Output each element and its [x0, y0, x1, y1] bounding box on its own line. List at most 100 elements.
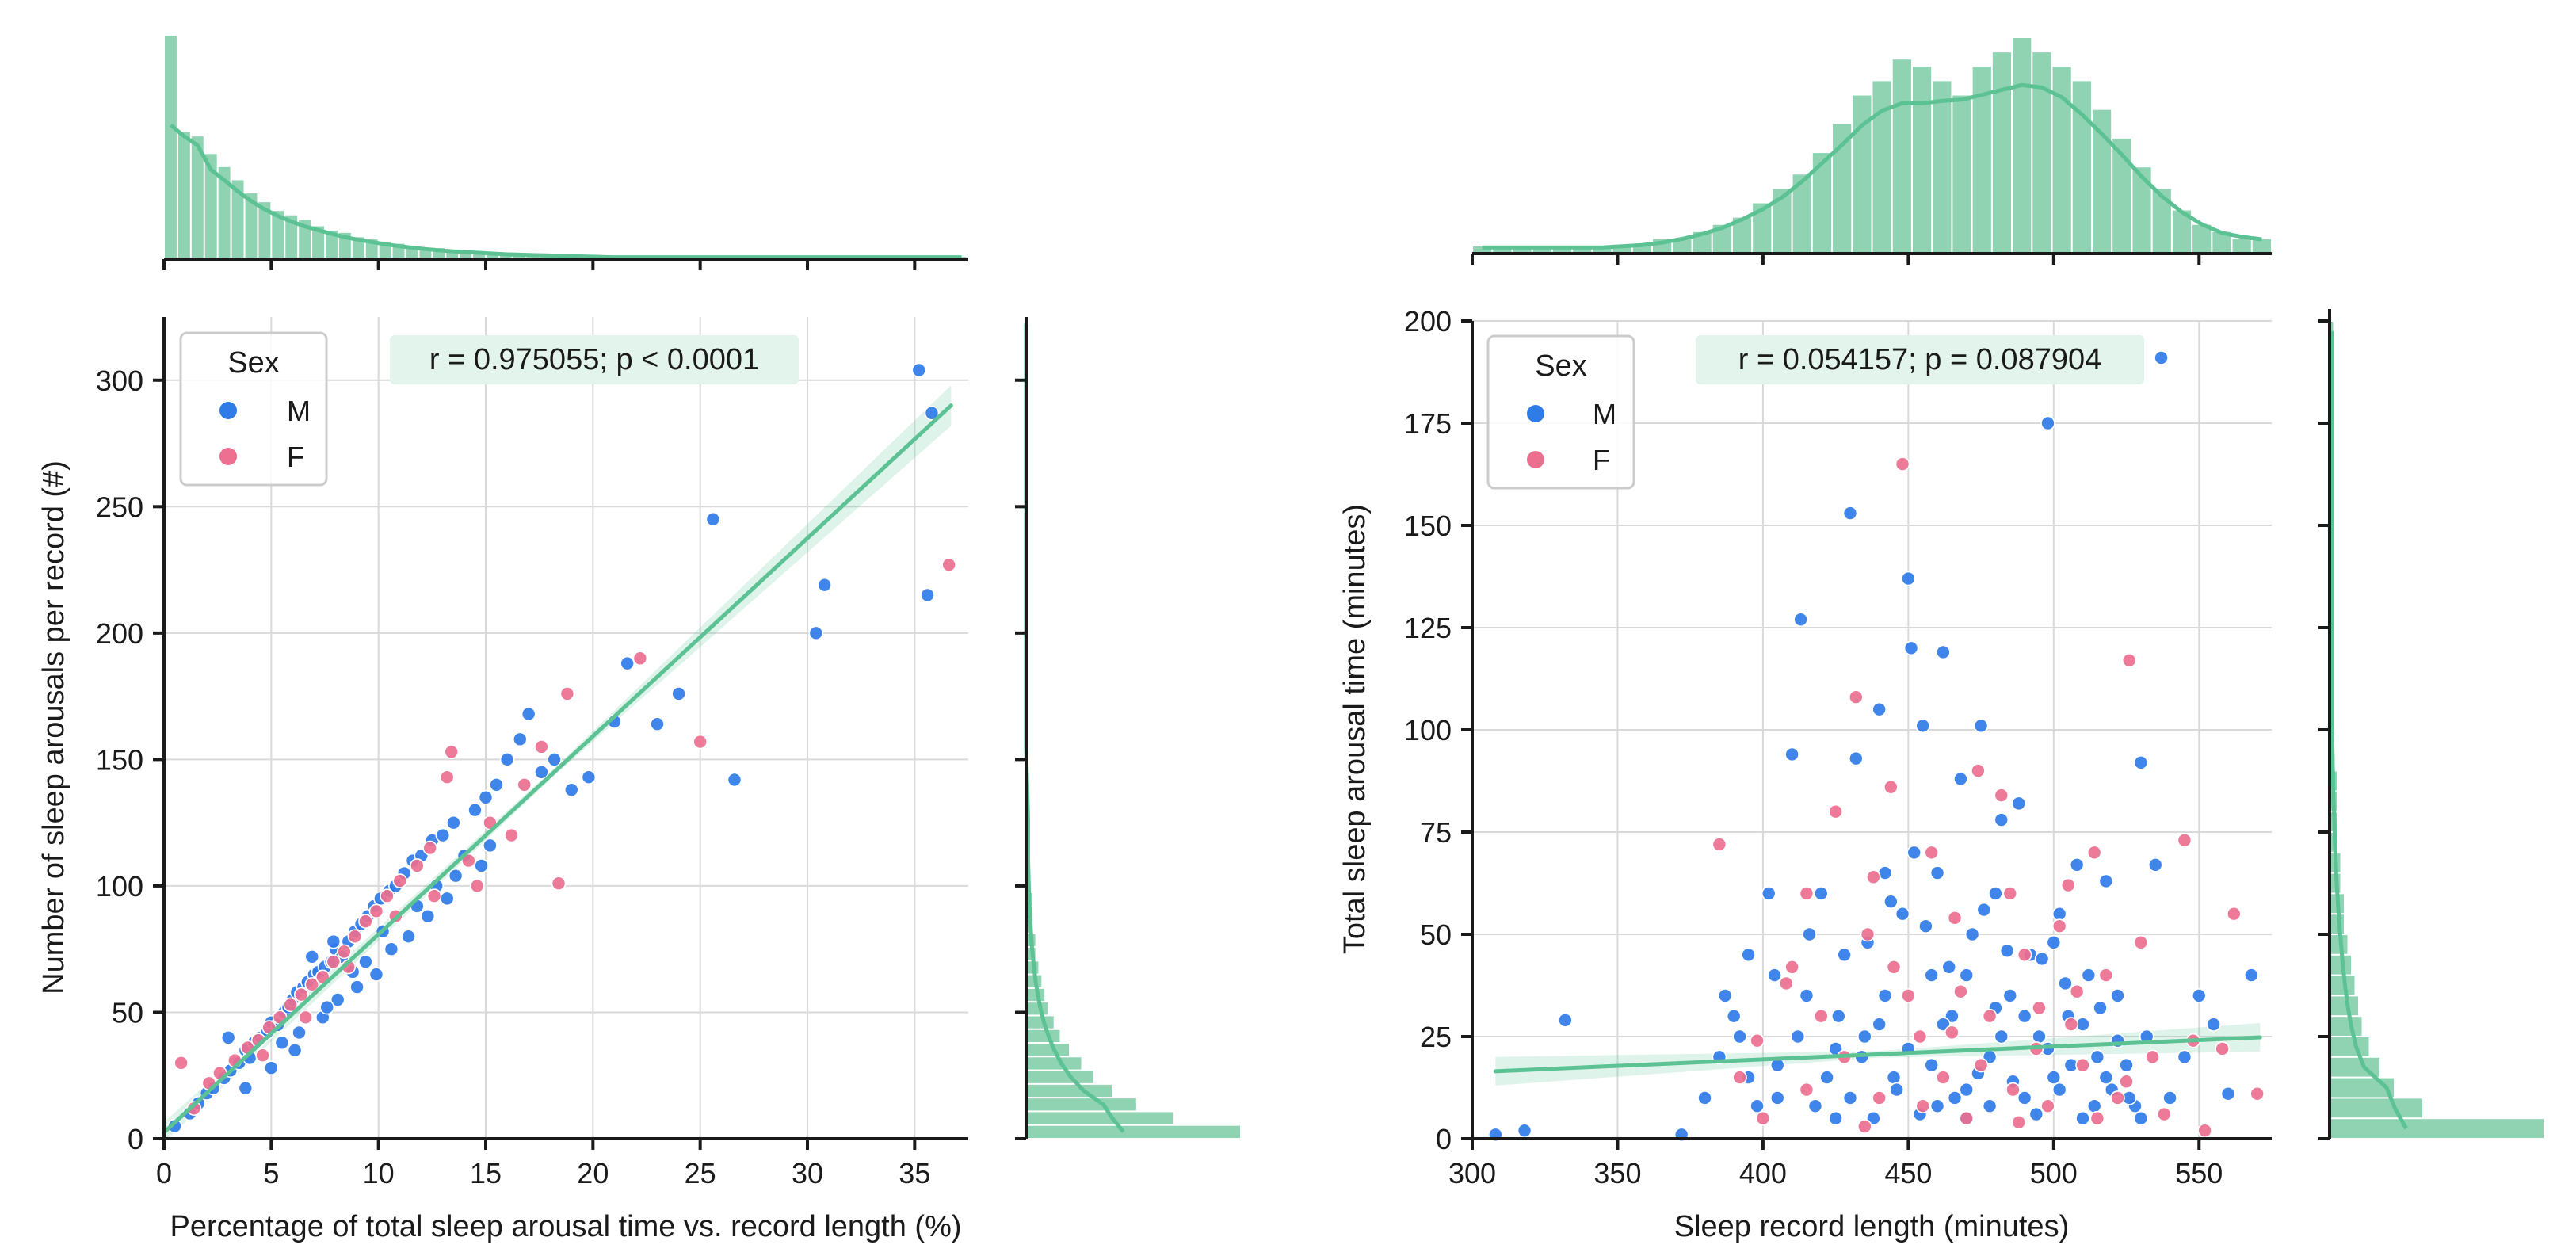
scatter-point-f — [2110, 1090, 2125, 1105]
scatter-point-m — [671, 686, 686, 701]
right-annotation-box — [1696, 335, 2144, 384]
scatter-point-f — [1860, 926, 1876, 942]
scatter-point-f — [368, 903, 384, 919]
scatter-point-f — [2011, 1115, 2027, 1130]
top-histogram-bar — [2132, 167, 2151, 254]
scatter-point-f — [2002, 886, 2018, 901]
right-annotation-text: r = 0.054157; p = 0.087904 — [1738, 343, 2102, 376]
right-y-axis-label: Total sleep arousal time (minutes) — [1338, 504, 1372, 954]
scatter-point-m — [1994, 1029, 2009, 1044]
top-histogram-bar — [299, 220, 311, 259]
right-histogram-bar — [2330, 935, 2348, 954]
scatter-point-m — [1883, 894, 1899, 910]
scatter-point-f — [2250, 1086, 2265, 1102]
left-annotation-text: r = 0.975055; p < 0.0001 — [429, 343, 759, 376]
scatter-point-m — [264, 1060, 279, 1075]
scatter-point-f — [2051, 918, 2067, 934]
scatter-point-m — [1994, 812, 2009, 827]
top-kde-curve — [169, 123, 962, 260]
right-histogram-bar — [1026, 1029, 1060, 1043]
top-histogram-bar — [326, 231, 338, 259]
top-histogram-bar — [513, 254, 525, 259]
scatter-point-m — [1769, 1090, 1785, 1105]
scatter-point-m — [499, 752, 515, 767]
scatter-point-m — [808, 625, 824, 641]
scatter-point-m — [1784, 746, 1799, 762]
scatter-point-m — [817, 577, 832, 593]
top-histogram-bar — [1593, 246, 1612, 254]
scatter-point-m — [1767, 968, 1782, 983]
scatter-point-f — [1973, 1057, 1989, 1073]
scatter-point-m — [920, 587, 935, 603]
scatter-point-f — [1866, 869, 1881, 885]
scatter-point-f — [2197, 1123, 2212, 1138]
scatter-point-f — [941, 557, 956, 572]
right-regression-line — [1493, 1035, 2262, 1074]
x-tick-label: 500 — [2030, 1157, 2078, 1189]
left-legend-m-label: M — [287, 395, 311, 427]
scatter-point-f — [469, 878, 485, 894]
top-histogram-bar — [1892, 59, 1911, 254]
y-tick-label: 150 — [1404, 510, 1452, 542]
scatter-point-m — [1517, 1123, 1532, 1138]
x-tick-label: 30 — [792, 1157, 823, 1189]
scatter-point-m — [274, 1035, 290, 1051]
y-tick-label: 0 — [128, 1123, 143, 1155]
scatter-point-m — [238, 1080, 254, 1096]
scatter-point-m — [1877, 988, 1893, 1003]
scatter-point-m — [1947, 1090, 1963, 1105]
right-histogram-bar — [1026, 1044, 1069, 1056]
top-histogram-bar — [446, 250, 459, 259]
y-tick-label: 75 — [1420, 816, 1452, 849]
scatter-point-f — [337, 944, 352, 960]
right-x-axis-label: Sleep record length (minutes) — [1674, 1210, 2069, 1243]
right-histogram-bar — [2330, 976, 2355, 995]
top-histogram-bar — [1992, 52, 2012, 254]
scatter-point-f — [461, 853, 476, 869]
scatter-point-f — [1971, 763, 1986, 778]
top-histogram-bar — [2052, 67, 2071, 254]
right-histogram-bar — [2330, 1017, 2362, 1036]
scatter-point-f — [2133, 935, 2149, 950]
scatter-point-m — [1819, 1070, 1834, 1085]
scatter-point-f — [174, 1055, 189, 1071]
top-histogram-bar — [1872, 81, 1891, 254]
left-right-marginal-ticks — [1015, 378, 1026, 1140]
scatter-point-f — [1813, 1008, 1829, 1024]
y-tick-label: 200 — [1404, 305, 1452, 338]
scatter-point-f — [1883, 779, 1899, 795]
scatter-point-m — [2011, 796, 2027, 811]
scatter-point-m — [2075, 1110, 2090, 1126]
y-tick-label: 25 — [1420, 1021, 1452, 1053]
scatter-point-m — [1793, 612, 1808, 627]
y-tick-label: 300 — [96, 365, 143, 397]
scatter-point-m — [1906, 845, 1922, 861]
left-legend: Sex M F — [179, 331, 328, 487]
scatter-point-f — [2075, 1057, 2090, 1073]
right-top-marginal-histogram — [1473, 38, 2271, 254]
left-legend-title: Sex — [227, 346, 279, 380]
left-top-marginal-ticks — [162, 259, 917, 270]
scatter-point-f — [1944, 1025, 1960, 1040]
scatter-point-f — [1901, 988, 1916, 1003]
scatter-point-m — [1924, 968, 1940, 983]
scatter-point-m — [292, 1025, 307, 1040]
left-x-axis-label: Percentage of total sleep arousal time v… — [170, 1210, 961, 1243]
scatter-point-m — [384, 941, 399, 956]
scatter-point-m — [2220, 1086, 2236, 1102]
scatter-point-m — [2046, 935, 2062, 950]
scatter-point-m — [304, 949, 320, 964]
scatter-point-m — [474, 858, 489, 873]
scatter-point-f — [2017, 947, 2032, 963]
scatter-point-m — [1799, 988, 1815, 1003]
scatter-point-m — [1964, 926, 1980, 942]
scatter-point-f — [504, 827, 519, 843]
scatter-point-m — [2110, 988, 2125, 1003]
scatter-point-f — [2177, 833, 2192, 848]
scatter-point-m — [1918, 918, 1933, 934]
top-histogram-bar — [1513, 246, 1532, 254]
scatter-point-m — [2028, 1106, 2044, 1122]
x-tick-label: 550 — [2175, 1157, 2223, 1189]
scatter-point-m — [1842, 506, 1858, 521]
scatter-point-f — [1732, 1070, 1747, 1085]
